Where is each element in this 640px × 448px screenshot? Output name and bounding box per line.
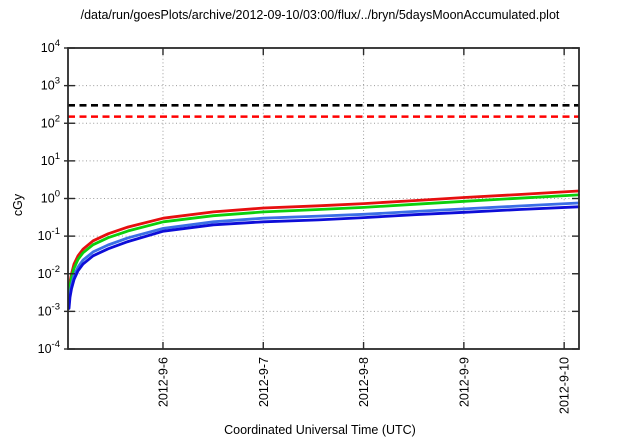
y-tick-label: 103 xyxy=(41,76,60,93)
y-tick-label: 102 xyxy=(41,113,60,130)
chart-title: /data/run/goesPlots/archive/2012-09-10/0… xyxy=(80,8,560,22)
x-tick-labels: 2012-9-6 2012-9-7 2012-9-8 2012-9-9 2012-9-1… xyxy=(156,357,571,414)
y-tick-label: 104 xyxy=(41,38,60,55)
y-tick-label: 10-3 xyxy=(38,301,60,318)
y-tick-label: 10-1 xyxy=(38,226,60,243)
x-tick-label: 2012-9-7 xyxy=(257,357,271,407)
y-tick-label: 10-2 xyxy=(38,264,60,281)
x-tick-label: 2012-9-8 xyxy=(357,357,371,407)
series-light-blue xyxy=(67,201,580,307)
y-tick-label: 101 xyxy=(41,151,60,168)
series-blue xyxy=(67,205,580,310)
y-tick-label: 10-4 xyxy=(38,339,60,356)
x-tick-label: 2012-9-6 xyxy=(156,357,170,407)
x-axis-label: Coordinated Universal Time (UTC) xyxy=(224,423,416,437)
axis-ticks xyxy=(64,47,579,350)
y-tick-label: 100 xyxy=(41,189,60,206)
x-tick-label: 2012-9-9 xyxy=(457,357,471,407)
x-tick-label: 2012-9-10 xyxy=(558,357,572,414)
series-green xyxy=(67,193,580,299)
y-tick-labels: 104 103 102 101 100 10-1 10-2 10-3 10-4 xyxy=(38,38,60,356)
series-red xyxy=(67,189,580,295)
